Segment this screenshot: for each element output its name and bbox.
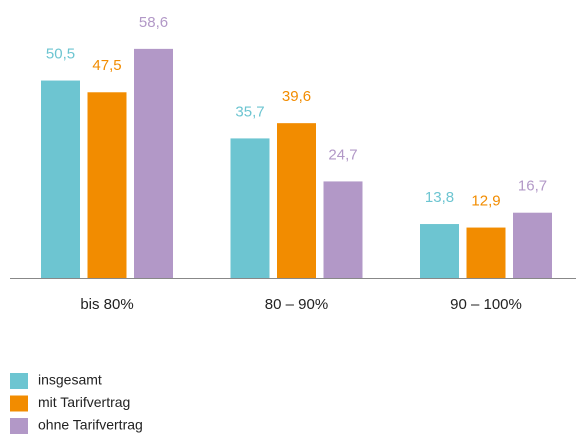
bar bbox=[87, 92, 127, 279]
bar bbox=[420, 224, 459, 278]
legend-label: mit Tarifvertrag bbox=[38, 394, 130, 410]
bar bbox=[513, 212, 552, 278]
bar bbox=[41, 80, 80, 278]
value-label: 16,7 bbox=[518, 178, 547, 195]
value-label: 12,9 bbox=[471, 193, 500, 210]
legend-label: insgesamt bbox=[38, 372, 102, 388]
x-tick-label: 90 – 100% bbox=[450, 296, 522, 313]
bar bbox=[466, 227, 506, 278]
bar bbox=[277, 123, 316, 278]
legend-label: ohne Tarifvertrag bbox=[38, 417, 143, 433]
value-label: 58,6 bbox=[139, 14, 168, 31]
legend-swatch bbox=[10, 395, 28, 412]
value-label: 13,8 bbox=[425, 189, 454, 206]
bar bbox=[230, 138, 270, 278]
legend-swatch bbox=[10, 418, 28, 434]
value-label: 47,5 bbox=[92, 57, 121, 74]
value-label: 39,6 bbox=[282, 88, 311, 105]
value-label: 50,5 bbox=[46, 46, 75, 63]
x-tick-label: bis 80% bbox=[80, 296, 133, 313]
bar bbox=[323, 181, 363, 278]
value-label: 35,7 bbox=[235, 103, 264, 120]
x-tick-label: 80 – 90% bbox=[265, 296, 328, 313]
value-label: 24,7 bbox=[328, 146, 357, 163]
bar bbox=[134, 48, 173, 279]
legend-swatch bbox=[10, 373, 28, 389]
